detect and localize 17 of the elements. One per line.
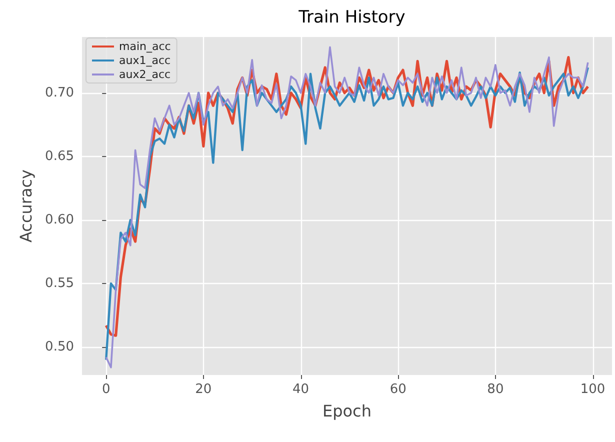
x-tick-label: 80: [487, 382, 504, 397]
y-tick-label: 0.60: [45, 212, 74, 228]
x-tick-label: 40: [292, 382, 310, 397]
y-tick-label: 0.50: [45, 340, 74, 355]
x-tick-label: 60: [390, 382, 406, 397]
chart-title: Train History: [298, 8, 406, 28]
y-tick-label: 0.70: [45, 85, 74, 100]
legend-label: aux1_acc: [119, 54, 171, 67]
legend-label: aux2_acc: [119, 68, 171, 81]
y-axis-title: Accuracy: [16, 169, 36, 243]
x-axis-title: Epoch: [322, 402, 372, 420]
legend-label: main_acc: [119, 40, 171, 53]
x-tick-label: 100: [580, 382, 606, 397]
y-tick-label: 0.55: [45, 276, 74, 292]
y-tick-label: 0.65: [45, 148, 74, 164]
x-tick-label: 0: [102, 382, 110, 397]
x-tick-label: 20: [195, 382, 212, 397]
